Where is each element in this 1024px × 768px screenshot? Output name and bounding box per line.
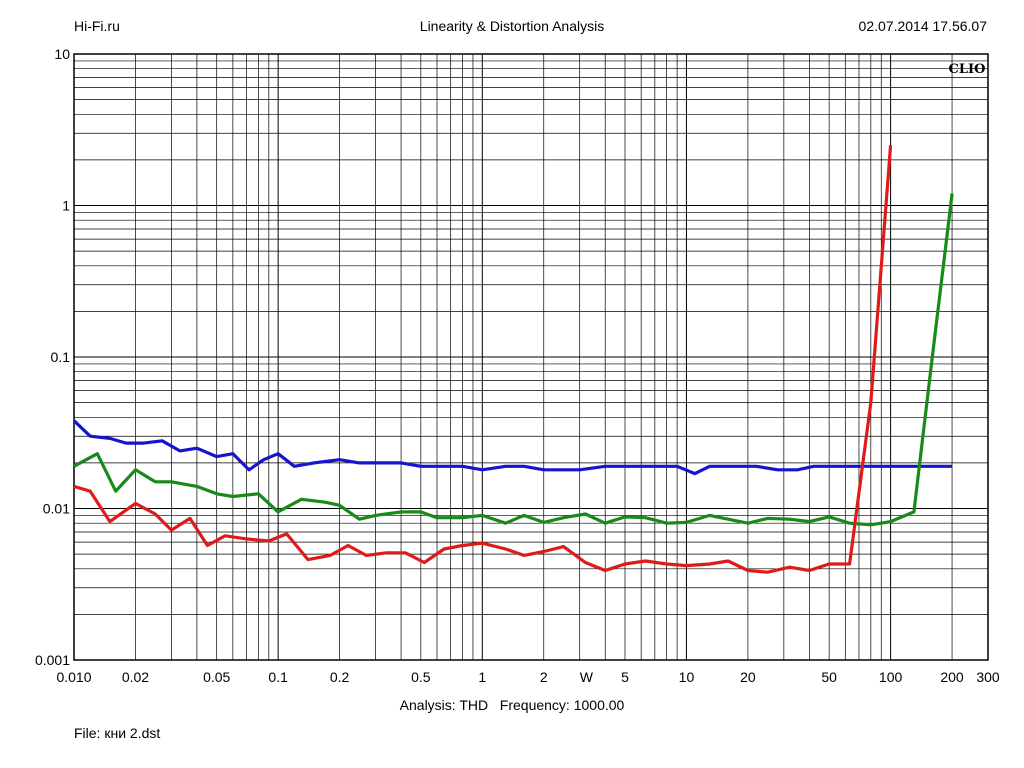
plot-frame <box>73 53 989 661</box>
series-line-1 <box>72 419 953 476</box>
y-tick-label: 0.01 <box>43 501 70 517</box>
analysis-value: THD <box>459 697 489 713</box>
y-tick-label: 0.001 <box>35 652 70 668</box>
y-tick-label: 10 <box>54 46 70 62</box>
grid-lines <box>74 54 988 660</box>
file-name: кни 2.dst <box>104 725 161 741</box>
x-tick-label: 1 <box>478 669 486 685</box>
x-tick-label: 5 <box>621 669 629 685</box>
analysis-label: Analysis: <box>399 697 456 713</box>
series-line-2 <box>73 193 954 527</box>
analysis-line: Analysis: THD Frequency: 1000.00 <box>0 697 1024 713</box>
file-label: File: <box>74 725 101 741</box>
x-axis-label: W <box>580 669 594 685</box>
x-tick-label: 0.5 <box>411 669 431 685</box>
file-line: File: кни 2.dst <box>74 725 160 741</box>
x-tick-label: 0.02 <box>122 669 149 685</box>
y-tick-labels: 0.001 0.01 0.1 1 10 <box>35 46 70 668</box>
y-tick-label: 0.1 <box>51 349 71 365</box>
y-tick-label: 1 <box>62 198 70 214</box>
x-tick-label: 2 <box>540 669 548 685</box>
series-group <box>72 145 954 574</box>
timestamp: 02.07.2014 17.56.07 <box>858 18 987 34</box>
x-tick-label: 0.1 <box>268 669 288 685</box>
x-tick-labels: 0.010 0.02 0.05 0.1 0.2 0.5 1 2 5 10 20 50 100 200 300… <box>56 669 999 685</box>
x-tick-label: 200 <box>940 669 964 685</box>
x-tick-label: 0.05 <box>203 669 230 685</box>
series-line-3 <box>73 145 893 574</box>
thd-chart: 0.001 0.01 0.1 1 10 0.010 0.02 0.05 0.1 0.2 0.5 1 2… <box>35 46 1000 685</box>
chart-title: Linearity & Distortion Analysis <box>419 18 605 34</box>
x-tick-label: 0.010 <box>56 669 91 685</box>
x-tick-label: 20 <box>740 669 756 685</box>
x-tick-label: 50 <box>821 669 837 685</box>
x-tick-label: 100 <box>879 669 903 685</box>
site-label: Hi-Fi.ru <box>74 18 120 34</box>
x-tick-label: 0.2 <box>330 669 350 685</box>
x-tick-label: 300 <box>976 669 1000 685</box>
x-tick-label: 10 <box>679 669 695 685</box>
frequency-label: Frequency: <box>499 697 570 713</box>
clio-watermark: CLIO <box>949 62 986 77</box>
frequency-value: 1000.00 <box>573 697 625 713</box>
